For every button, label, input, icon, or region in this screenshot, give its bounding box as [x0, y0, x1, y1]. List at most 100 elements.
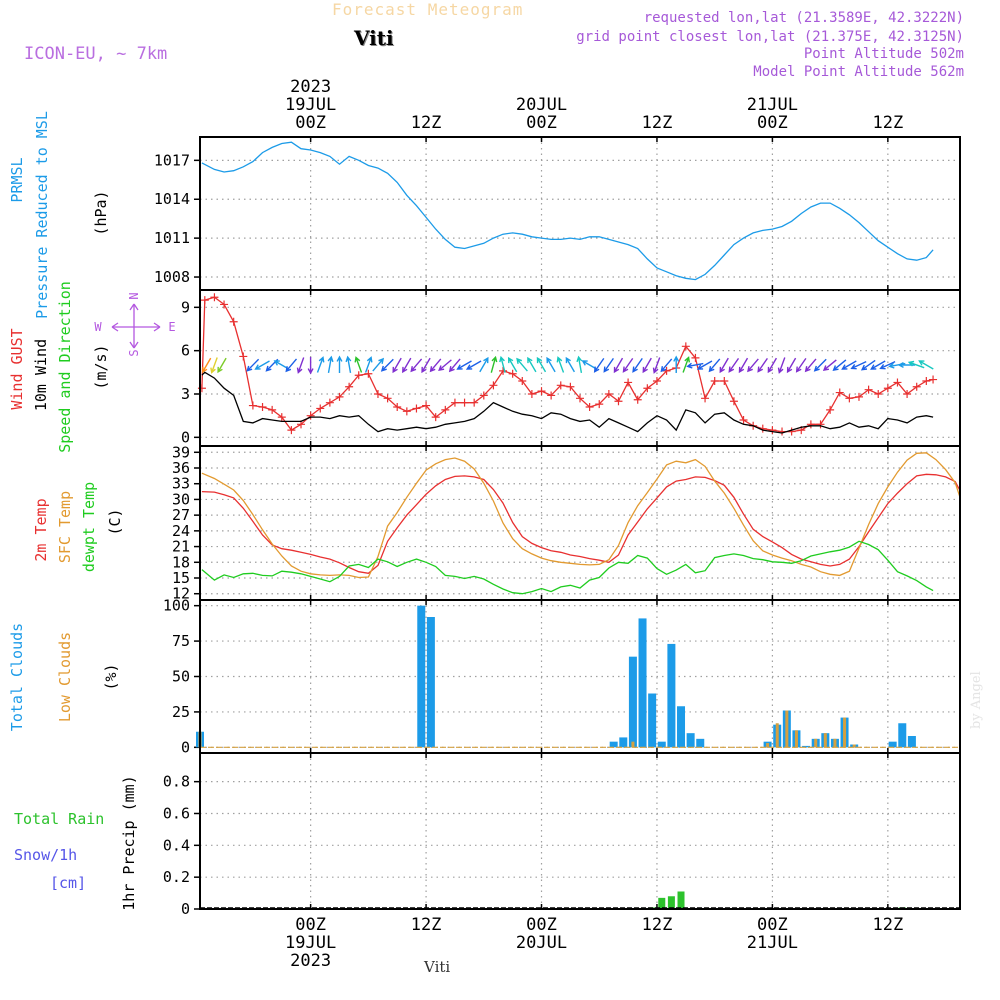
wind-arrow: [556, 356, 565, 373]
panel-frame-precip: [199, 752, 961, 910]
temp-sfc-label: SFC Temp: [56, 491, 74, 563]
wind-arrow: [490, 355, 498, 373]
gust-marker: [479, 391, 488, 400]
wind-arrow: [660, 358, 673, 373]
snow-unit-label: [cm]: [50, 874, 86, 892]
gust-marker: [893, 378, 902, 387]
2m-temp-line: [201, 473, 961, 574]
wind-arrow: [316, 356, 325, 373]
compass-vertical-arrow: [129, 303, 139, 349]
wind-arrow: [527, 356, 537, 373]
wind-arrow: [686, 362, 704, 369]
dewpt-temp-line: [201, 540, 934, 595]
low-cloud-bar: [766, 743, 770, 748]
wind-arrow: [479, 356, 489, 373]
wind-arrow: [410, 358, 423, 373]
bottom-time-label: 20JUL: [516, 933, 567, 953]
bottom-time-label: 00Z: [757, 915, 788, 935]
compass-horizontal-arrow: [111, 322, 161, 332]
wind-direction-arrows: [201, 355, 934, 375]
wind-arrow: [696, 360, 713, 370]
gust-marker: [383, 394, 392, 403]
wind-arrow: [832, 359, 847, 372]
wind-arrow: [813, 358, 827, 372]
wind-arrow: [642, 357, 652, 374]
gust-marker: [739, 416, 748, 424]
wind-arrow: [682, 356, 690, 373]
y-tick-label: 0.2: [163, 868, 190, 886]
gust-marker: [229, 317, 238, 326]
gust-marker: [402, 407, 411, 416]
wind-arrow: [354, 356, 363, 373]
gust-marker: [556, 381, 565, 390]
prmsl-line: [201, 141, 934, 281]
model-point-altitude: Model Point Altitude 562m: [753, 64, 964, 80]
wind-arrow: [438, 359, 452, 372]
wind-arrow: [217, 357, 227, 374]
gust-marker: [874, 390, 883, 398]
pressure-unit-label: (hPa): [92, 190, 110, 235]
pressure-label-prmsl: PRMSL: [8, 157, 26, 202]
wind-gust-line: [201, 296, 934, 433]
bottom-time-label: 21JUL: [747, 933, 798, 953]
y-tick-label: 33: [172, 475, 190, 493]
gust-marker: [450, 398, 459, 407]
gust-marker: [364, 369, 373, 378]
y-tick-label: 1014: [154, 190, 190, 208]
gust-marker: [929, 375, 938, 384]
y-tick-label: 15: [172, 569, 190, 587]
wind-arrow: [499, 355, 506, 373]
gust-marker: [710, 377, 719, 385]
total-cloud-bar: [426, 617, 435, 748]
y-tick-label: 9: [181, 298, 190, 316]
total-cloud-bar: [677, 706, 686, 748]
wind-arrow: [246, 358, 260, 372]
wind-arrow: [576, 355, 583, 374]
y-tick-label: 6: [181, 342, 190, 360]
bottom-time-label: 12Z: [642, 915, 673, 935]
gust-marker: [826, 405, 835, 414]
gust-marker: [662, 366, 671, 375]
total-cloud-bar: [648, 693, 657, 748]
temp-2m-label: 2m Temp: [32, 498, 50, 561]
gust-marker: [258, 403, 267, 411]
total-cloud-bar: [609, 741, 618, 748]
gust-marker: [816, 420, 825, 429]
wind-arrow: [254, 360, 270, 370]
gust-marker: [354, 371, 363, 380]
y-tick-label: 18: [172, 553, 190, 571]
wind-arrow: [345, 355, 352, 374]
gust-marker: [652, 377, 661, 385]
y-tick-label: 30: [172, 490, 190, 508]
total-cloud-bar: [686, 733, 695, 748]
wind-arrow: [879, 360, 896, 370]
low-cloud-bar: [785, 710, 789, 748]
gust-marker: [200, 296, 209, 305]
gust-marker: [595, 400, 604, 409]
bottom-time-label: 00Z: [295, 915, 326, 935]
y-tick-label: 0: [181, 738, 190, 756]
wind-arrow: [738, 357, 749, 374]
sfc-temp-line: [201, 452, 961, 579]
wind-arrow: [336, 355, 343, 373]
low-cloud-bar: [833, 738, 837, 748]
gust-marker: [316, 404, 325, 413]
gust-marker: [604, 390, 613, 398]
top-time-label: 12Z: [872, 113, 903, 133]
wind-arrow: [380, 358, 394, 372]
gust-marker: [422, 401, 431, 410]
rain-bar: [677, 891, 685, 909]
gust-marker: [499, 366, 508, 375]
total-cloud-bar: [696, 738, 705, 748]
requested-coordinates: requested lon,lat (21.3589E, 42.3222N): [643, 10, 964, 26]
bottom-time-label: 19JUL: [285, 933, 336, 953]
gust-marker: [537, 387, 546, 396]
gust-marker: [864, 385, 873, 394]
panel-precip: 0 0.2 0.4 0.6 0.8: [163, 752, 961, 918]
low-cloud-bar: [775, 723, 779, 748]
total-cloud-bar: [802, 745, 811, 748]
wind-speed-direction-label: Speed and Direction: [56, 281, 74, 453]
gust-marker: [441, 405, 450, 414]
snow-label: Snow/1h: [14, 846, 77, 864]
